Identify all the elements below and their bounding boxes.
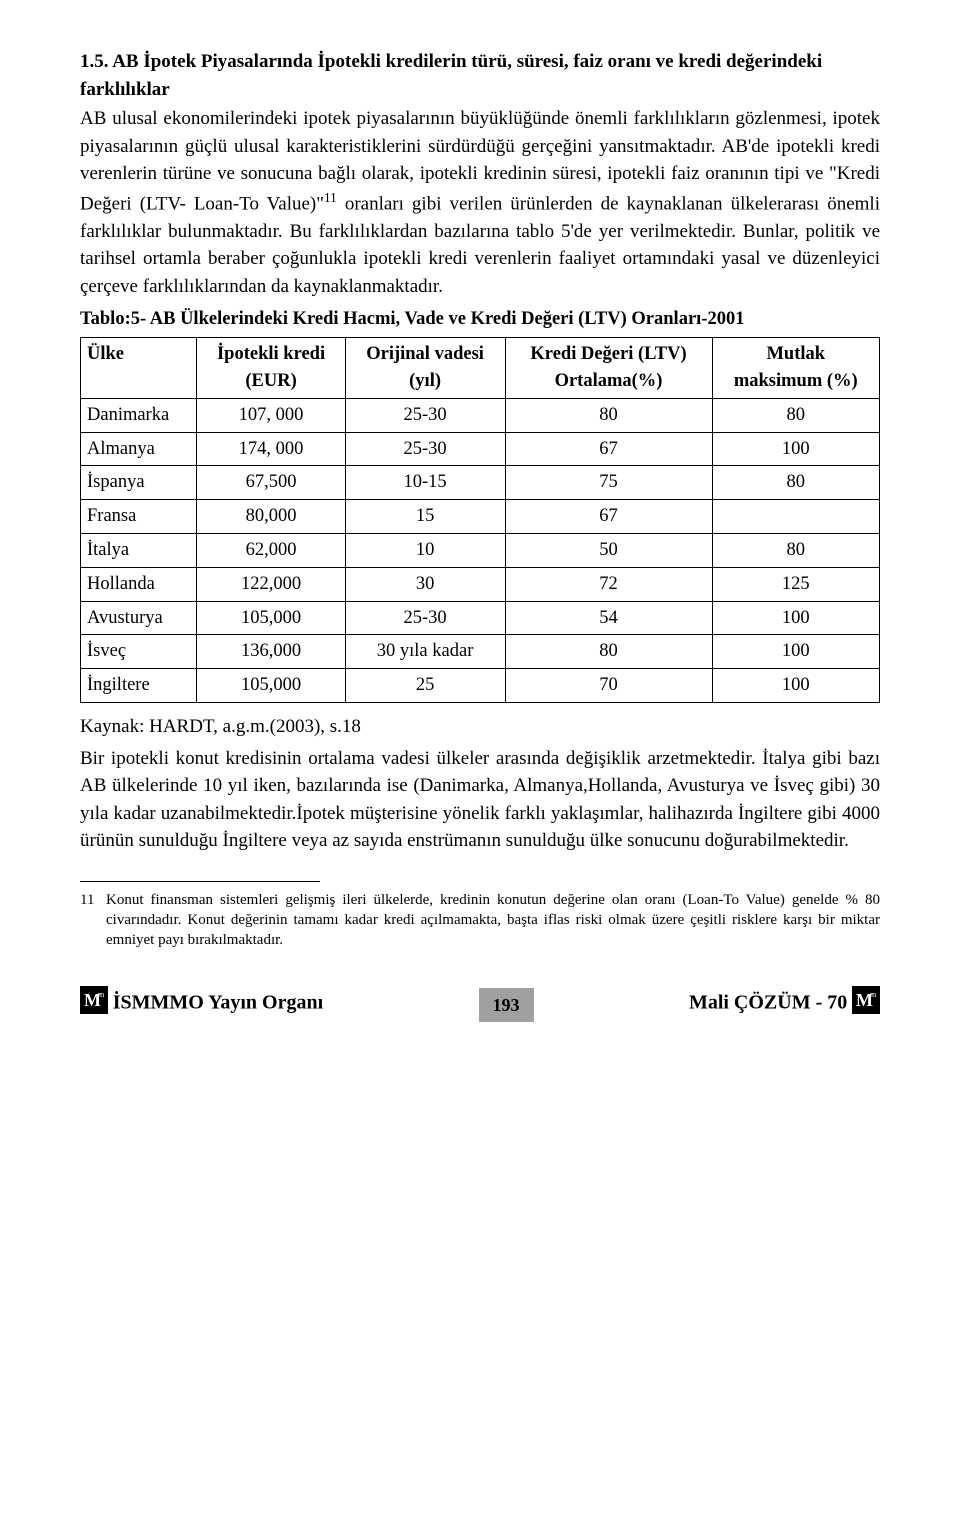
table-cell: 100 xyxy=(712,669,879,703)
logo-right-icon: M m xyxy=(852,986,880,1023)
col-sublabel: (EUR) xyxy=(245,371,296,391)
paragraph-2: Bir ipotekli konut kredisinin ortalama v… xyxy=(80,745,880,855)
table-row: Fransa80,0001567 xyxy=(81,500,880,534)
table-row: Avusturya105,00025-3054100 xyxy=(81,601,880,635)
table-cell: Avusturya xyxy=(81,601,197,635)
table-row: İngiltere105,0002570100 xyxy=(81,669,880,703)
col-sublabel: (yıl) xyxy=(409,371,441,391)
table-cell: 80 xyxy=(505,398,712,432)
col-label: Kredi Değeri (LTV) xyxy=(530,344,686,364)
table-cell: 62,000 xyxy=(197,533,345,567)
table-cell: İngiltere xyxy=(81,669,197,703)
table-title: Tablo:5- AB Ülkelerindeki Kredi Hacmi, V… xyxy=(80,306,880,333)
table-cell: 15 xyxy=(345,500,505,534)
table-cell: Hollanda xyxy=(81,567,197,601)
table-cell: 54 xyxy=(505,601,712,635)
col-kredi: İpotekli kredi (EUR) xyxy=(197,338,345,399)
table-cell: 80 xyxy=(712,398,879,432)
table-cell: 105,000 xyxy=(197,601,345,635)
table-cell: 67 xyxy=(505,432,712,466)
footnote-11: 11 Konut finansman sistemleri gelişmiş i… xyxy=(80,890,880,951)
table-cell: 122,000 xyxy=(197,567,345,601)
table-row: Almanya174, 00025-3067100 xyxy=(81,432,880,466)
table-row: İspanya67,50010-157580 xyxy=(81,466,880,500)
col-label: Mutlak xyxy=(766,344,825,364)
col-vade: Orijinal vadesi (yıl) xyxy=(345,338,505,399)
table-header-row: Ülke İpotekli kredi (EUR) Orijinal vades… xyxy=(81,338,880,399)
footer-left-text: İSMMMO Yayın Organı xyxy=(113,992,323,1014)
table-cell: Fransa xyxy=(81,500,197,534)
table-cell: 72 xyxy=(505,567,712,601)
page-number: 193 xyxy=(479,988,534,1022)
footnote-ref-11: 11 xyxy=(324,190,337,205)
table-cell: 25-30 xyxy=(345,601,505,635)
col-ltv: Kredi Değeri (LTV) Ortalama(%) xyxy=(505,338,712,399)
table-cell: 100 xyxy=(712,601,879,635)
svg-text:m: m xyxy=(870,990,877,999)
paragraph-1: AB ulusal ekonomilerindeki ipotek piyasa… xyxy=(80,105,880,300)
col-sublabel: Ortalama(%) xyxy=(555,371,663,391)
table-cell: 10 xyxy=(345,533,505,567)
table-row: Danimarka107, 00025-308080 xyxy=(81,398,880,432)
col-ulke: Ülke xyxy=(81,338,197,399)
table-row: Hollanda122,0003072125 xyxy=(81,567,880,601)
table-cell: 125 xyxy=(712,567,879,601)
svg-text:m: m xyxy=(98,990,105,999)
section-heading: 1.5. AB İpotek Piyasalarında İpotekli kr… xyxy=(80,48,880,103)
col-sublabel: maksimum (%) xyxy=(734,371,858,391)
table-cell xyxy=(712,500,879,534)
table-cell: 107, 000 xyxy=(197,398,345,432)
page-footer: M m İSMMMO Yayın Organı 193 Mali ÇÖZÜM -… xyxy=(80,986,880,1023)
col-label: Ülke xyxy=(87,344,124,364)
table-cell: 100 xyxy=(712,635,879,669)
table-cell: 105,000 xyxy=(197,669,345,703)
table-cell: 174, 000 xyxy=(197,432,345,466)
table-cell: 70 xyxy=(505,669,712,703)
col-label: Orijinal vadesi xyxy=(366,344,484,364)
table-cell: 80,000 xyxy=(197,500,345,534)
table-cell: 25-30 xyxy=(345,432,505,466)
table-cell: İtalya xyxy=(81,533,197,567)
table-cell: 50 xyxy=(505,533,712,567)
table-cell: 100 xyxy=(712,432,879,466)
table-cell: 75 xyxy=(505,466,712,500)
table-cell: 25-30 xyxy=(345,398,505,432)
table-cell: 80 xyxy=(712,533,879,567)
table-cell: 80 xyxy=(712,466,879,500)
footer-left-group: M m İSMMMO Yayın Organı xyxy=(80,986,323,1023)
table-cell: 136,000 xyxy=(197,635,345,669)
footnote-text: Konut finansman sistemleri gelişmiş iler… xyxy=(106,890,880,951)
table-cell: 25 xyxy=(345,669,505,703)
col-label: İpotekli kredi xyxy=(217,344,325,364)
col-mutlak: Mutlak maksimum (%) xyxy=(712,338,879,399)
footer-right-text: Mali ÇÖZÜM - 70 xyxy=(689,992,847,1014)
table-cell: 10-15 xyxy=(345,466,505,500)
table-cell: 67,500 xyxy=(197,466,345,500)
table-cell: 67 xyxy=(505,500,712,534)
table-cell: 30 xyxy=(345,567,505,601)
ltv-table: Ülke İpotekli kredi (EUR) Orijinal vades… xyxy=(80,337,880,703)
footer-right-group: Mali ÇÖZÜM - 70 M m xyxy=(689,986,880,1023)
table-source: Kaynak: HARDT, a.g.m.(2003), s.18 xyxy=(80,713,880,741)
footnote-rule xyxy=(80,881,320,882)
footnote-num: 11 xyxy=(80,890,106,951)
table-cell: Almanya xyxy=(81,432,197,466)
table-cell: İspanya xyxy=(81,466,197,500)
table-cell: 80 xyxy=(505,635,712,669)
table-row: İsveç136,00030 yıla kadar80100 xyxy=(81,635,880,669)
table-cell: Danimarka xyxy=(81,398,197,432)
table-row: İtalya62,000105080 xyxy=(81,533,880,567)
logo-left-icon: M m xyxy=(80,986,108,1023)
table-cell: İsveç xyxy=(81,635,197,669)
table-cell: 30 yıla kadar xyxy=(345,635,505,669)
